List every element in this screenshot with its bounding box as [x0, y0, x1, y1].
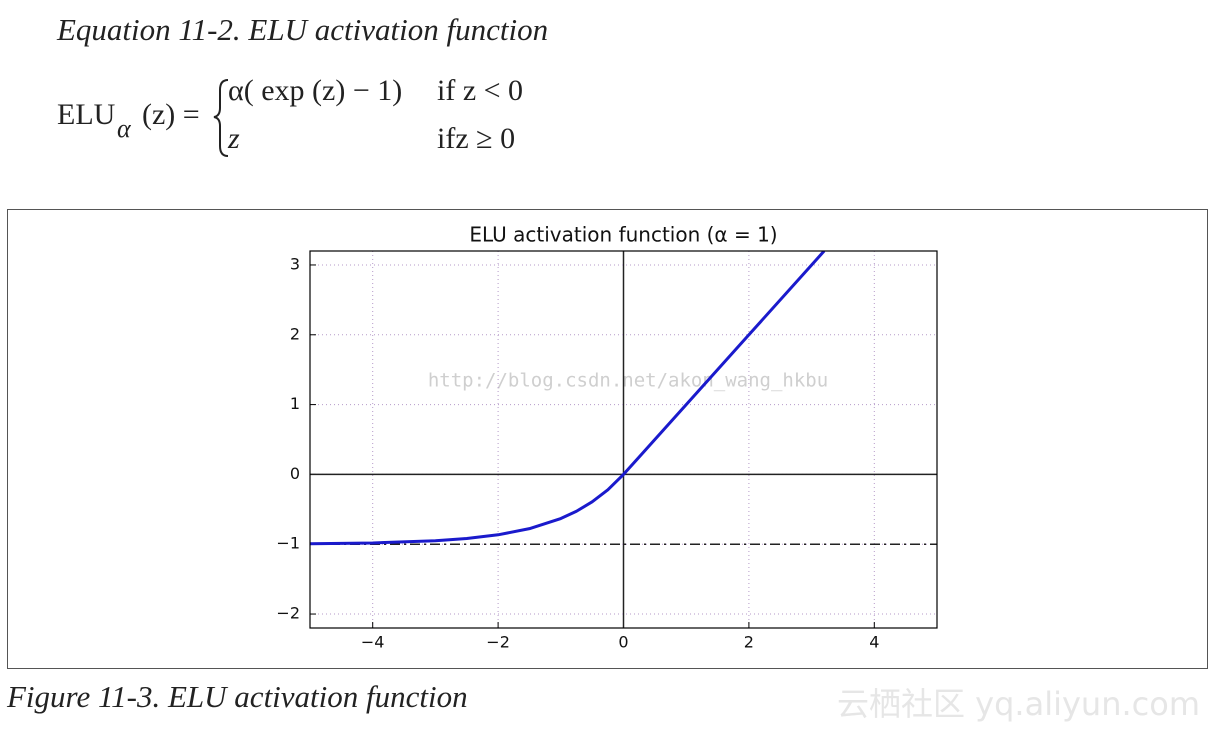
y-tick-label: 1: [290, 394, 300, 413]
y-tick-label: 0: [290, 464, 300, 483]
plot: ELU activation function (α = 1) http://bl…: [276, 223, 938, 652]
equation-lhs: ELU: [57, 98, 116, 131]
chart-title: ELU activation function (α = 1): [469, 223, 777, 247]
x-tick-label: 4: [869, 633, 879, 652]
case-expression: z: [227, 122, 240, 155]
equation-argument: (z) =: [142, 98, 200, 131]
plot-frame: [309, 250, 938, 629]
figure-frame: [7, 209, 1208, 669]
x-tick-label: 0: [618, 633, 628, 652]
brace: [213, 79, 229, 157]
y-tick-label: 3: [290, 254, 300, 273]
equation-subscript: α: [117, 114, 132, 143]
site-watermark: 云栖社区 yq.aliyun.com: [837, 685, 1200, 723]
figure-caption: Figure 11-3. ELU activation function: [6, 679, 468, 714]
x-tick-label: −2: [486, 633, 510, 652]
watermark: http://blog.csdn.net/akon_wang_hkbu: [428, 370, 828, 392]
case-expression: α( exp (z) − 1): [228, 74, 402, 107]
y-tick-label: 2: [290, 324, 300, 343]
case-condition: if z < 0: [437, 74, 523, 107]
x-tick-label: 2: [744, 633, 754, 652]
case-condition: ifz ≥ 0: [437, 122, 515, 155]
x-tick-label: −4: [361, 633, 385, 652]
equation-label: Equation 11-2. ELU activation function: [56, 12, 548, 47]
y-tick-label: −2: [276, 604, 300, 623]
line-series: [310, 251, 826, 546]
y-tick-label: −1: [276, 534, 300, 553]
